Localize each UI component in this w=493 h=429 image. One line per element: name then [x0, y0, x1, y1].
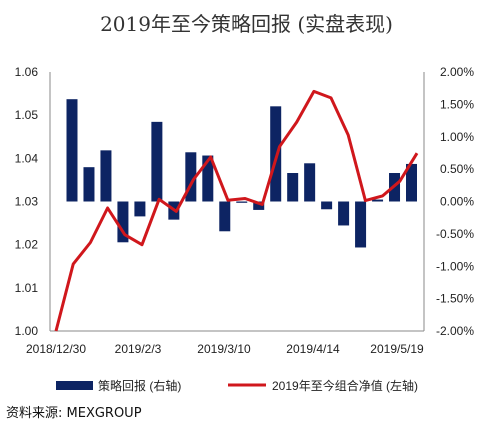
x-axis-tick-label: 2019/5/19 — [370, 342, 424, 356]
legend-swatch-bar — [56, 381, 93, 390]
bar — [372, 199, 384, 202]
x-axis-tick-label: 2019/2/3 — [115, 342, 162, 356]
bar — [83, 167, 95, 202]
bar — [406, 163, 417, 202]
right-axis-tick-label: -0.50% — [436, 227, 474, 241]
left-axis-tick-label: 1.03 — [15, 195, 39, 209]
x-axis-tick-label: 2019/4/14 — [286, 342, 340, 356]
right-axis-tick-label: -2.00% — [436, 324, 474, 338]
left-axis-tick-label: 1.01 — [15, 281, 39, 295]
left-axis-tick-label: 1.06 — [15, 65, 39, 79]
bar — [117, 201, 129, 243]
right-axis-tick-label: 0.00% — [440, 195, 474, 209]
right-axis-tick-label: 2.00% — [440, 65, 474, 79]
bar — [100, 150, 112, 202]
right-axis-tick-label: -1.50% — [436, 292, 474, 306]
bar — [253, 201, 265, 210]
bar — [66, 99, 78, 202]
right-axis-tick-label: 1.00% — [440, 130, 474, 144]
bar — [219, 201, 231, 232]
left-axis-tick-label: 1.05 — [15, 108, 39, 122]
x-axis-tick-label: 2019/3/10 — [197, 342, 251, 356]
bar — [134, 201, 146, 217]
bar — [151, 121, 163, 202]
source-note: 资料来源: MEXGROUP — [6, 406, 142, 421]
right-axis-tick-label: 1.50% — [440, 97, 474, 111]
left-axis-tick-label: 1.04 — [15, 151, 39, 165]
bar — [270, 106, 282, 202]
bar — [355, 201, 367, 248]
bar — [185, 152, 197, 202]
left-axis-tick-label: 1.02 — [15, 238, 39, 252]
nav-line — [54, 89, 419, 332]
right-axis-tick-label: -1.00% — [436, 259, 474, 273]
x-axis-tick-label: 2018/12/30 — [26, 342, 86, 356]
bar — [202, 155, 214, 202]
legend-label-bar: 策略回报 (右轴) — [98, 378, 181, 393]
bar — [236, 201, 248, 203]
right-axis-tick-label: 0.50% — [440, 162, 474, 176]
bar — [287, 173, 299, 202]
chart-title: 2019年至今策略回报 (实盘表现) — [100, 12, 393, 36]
legend-label-line: 2019年至今组合净值 (左轴) — [272, 378, 418, 393]
bar — [304, 163, 316, 202]
left-axis-tick-label: 1.00 — [15, 324, 39, 338]
bar — [321, 201, 333, 210]
bar — [338, 201, 350, 226]
